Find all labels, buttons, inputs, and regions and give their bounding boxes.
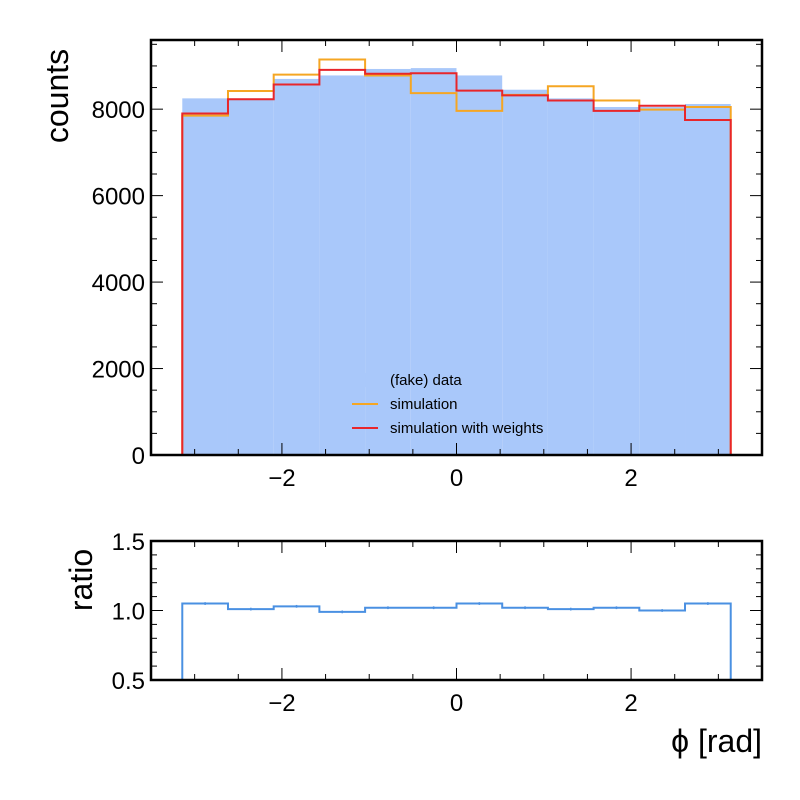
y-tick-label: 1.0 bbox=[112, 599, 145, 626]
x-tick-label: 0 bbox=[450, 465, 463, 492]
x-tick-label: −2 bbox=[268, 465, 295, 492]
y-tick-label: 0 bbox=[132, 443, 145, 470]
legend-label: simulation bbox=[390, 396, 458, 413]
legend-swatch-fill bbox=[352, 373, 378, 387]
data-bar bbox=[182, 98, 228, 455]
data-bar bbox=[639, 107, 686, 455]
plot-frame bbox=[149, 38, 764, 457]
y-tick-label: 4000 bbox=[92, 270, 145, 297]
data-bar bbox=[319, 75, 366, 455]
legend: (fake) data simulation simulation with wei… bbox=[352, 372, 543, 437]
simulation-with-weights-step-line bbox=[181, 68, 732, 455]
ratio-plot: −2 0 2 0.5 1.0 1.5 bbox=[112, 529, 764, 717]
x-tick-label: −2 bbox=[268, 690, 295, 717]
plot-frame bbox=[149, 539, 764, 682]
y-tick-label: 6000 bbox=[92, 184, 145, 211]
legend-label: (fake) data bbox=[390, 372, 462, 389]
y-axis-title-counts: counts bbox=[39, 49, 75, 143]
data-bar bbox=[547, 98, 594, 455]
x-tick-label: 2 bbox=[624, 465, 637, 492]
main-histogram-plot: −2 0 2 0 2000 4000 6000 8000 (fake) data simulati… bbox=[92, 38, 764, 492]
data-bar bbox=[593, 107, 640, 455]
data-bar bbox=[273, 78, 320, 455]
y-tick-label: 0.5 bbox=[112, 668, 145, 695]
data-bar bbox=[685, 103, 731, 455]
x-tick-label: 2 bbox=[624, 690, 637, 717]
y-tick-label: 1.5 bbox=[112, 529, 145, 556]
y-tick-label: 2000 bbox=[92, 357, 145, 384]
data-bar bbox=[502, 89, 548, 455]
data-bar bbox=[456, 75, 503, 455]
data-bar bbox=[227, 98, 274, 455]
ratio-step-line bbox=[181, 602, 732, 680]
y-tick-label: 8000 bbox=[92, 97, 145, 124]
data-bar bbox=[410, 68, 457, 455]
data-bar bbox=[365, 68, 411, 455]
legend-label: simulation with weights bbox=[390, 420, 543, 437]
x-axis-title-phi: ϕ [rad] bbox=[671, 723, 762, 759]
y-axis-title-ratio: ratio bbox=[63, 549, 99, 611]
x-tick-label: 0 bbox=[450, 690, 463, 717]
